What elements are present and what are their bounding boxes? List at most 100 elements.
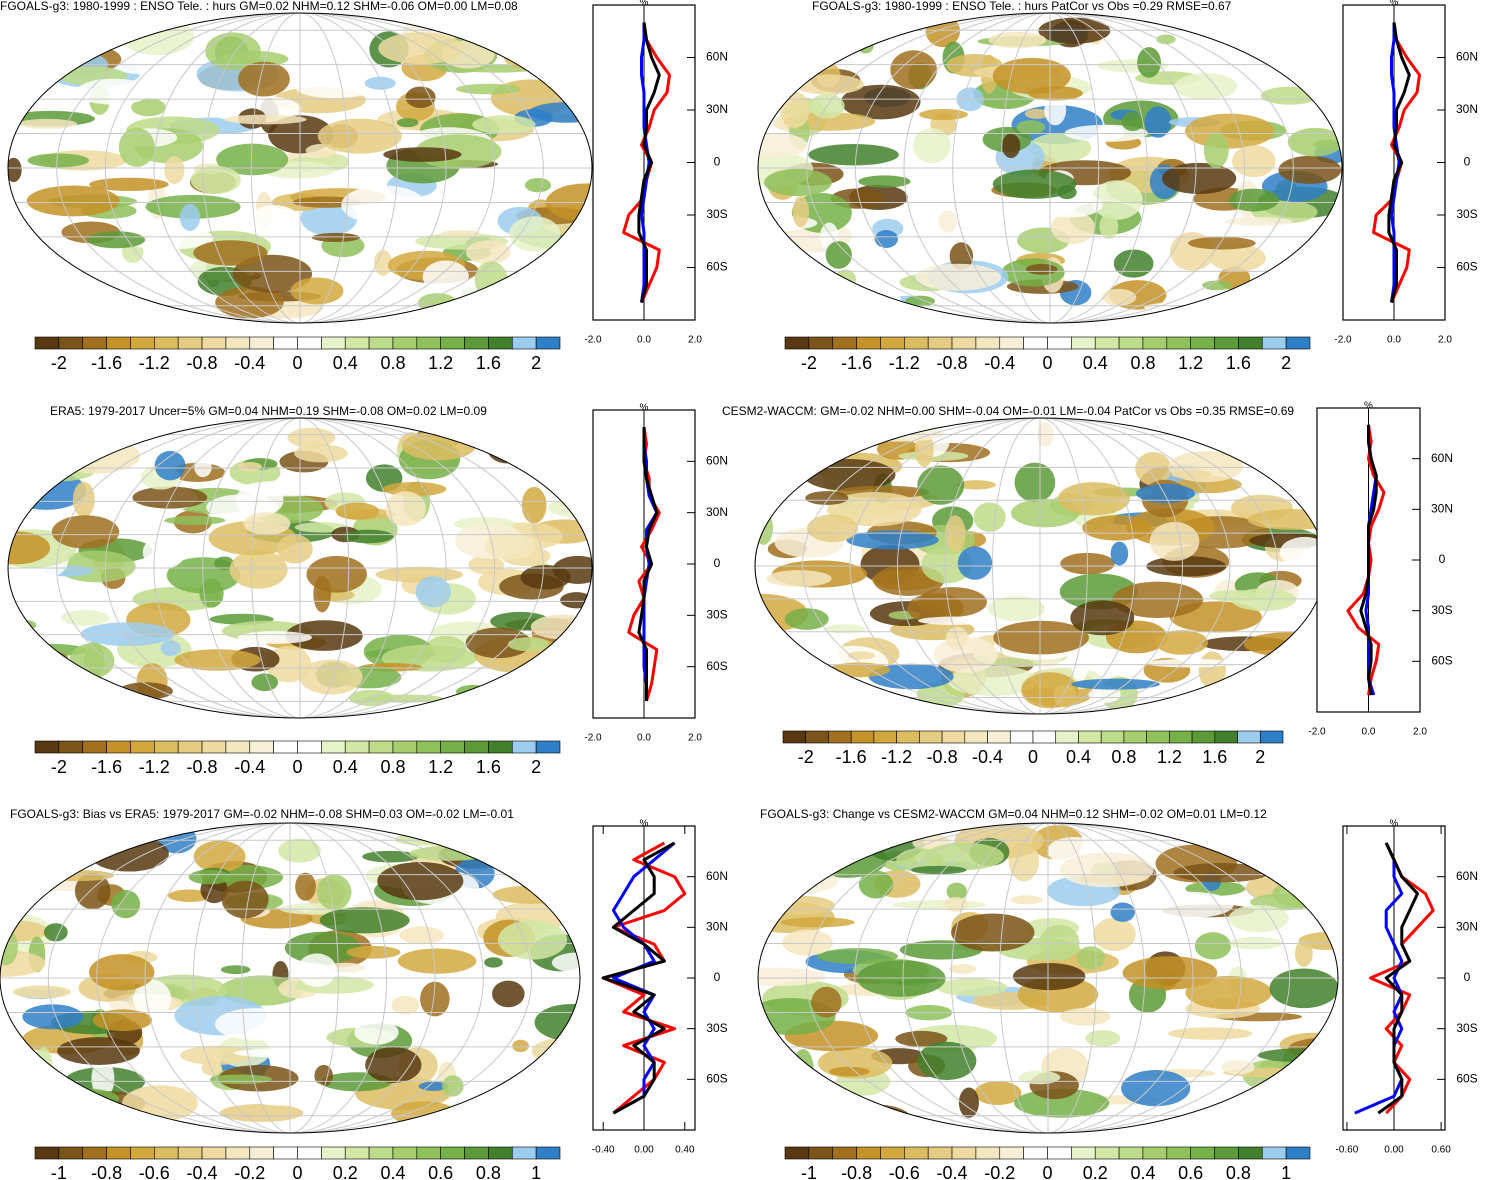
colorbar-box	[1238, 336, 1263, 350]
y-tick-label: 30N	[706, 920, 728, 934]
map	[0, 823, 580, 1133]
map-field	[755, 511, 774, 545]
y-tick-label: 30N	[1431, 502, 1453, 516]
colorbar-box	[832, 1146, 857, 1160]
colorbar-box	[1214, 730, 1238, 744]
map-field	[840, 84, 921, 120]
y-tick-label: 30S	[706, 608, 727, 622]
x-tick-label: -0.40	[592, 1145, 615, 1156]
colorbar-label: -1.2	[139, 757, 170, 777]
map-field	[1008, 1051, 1029, 1072]
map-field	[194, 457, 212, 478]
colorbar-box	[177, 1146, 203, 1160]
meridian	[952, 13, 1148, 323]
map-field	[496, 670, 588, 693]
map-field	[492, 980, 525, 1008]
colorbar-box	[488, 336, 513, 350]
map-field	[964, 1046, 1008, 1082]
map-field	[1155, 630, 1209, 655]
meridian	[902, 823, 1194, 1133]
map-field	[924, 842, 1005, 871]
map-field	[188, 869, 232, 885]
colorbar-label: -1.2	[881, 747, 912, 767]
map-field	[816, 675, 842, 686]
meridian	[805, 823, 1291, 1133]
colorbar-box	[1118, 336, 1144, 350]
map-field	[193, 840, 246, 873]
meridian	[153, 418, 447, 718]
map-field	[811, 986, 842, 1018]
map-field	[758, 826, 775, 853]
map-field	[913, 128, 951, 164]
map-field	[1085, 1030, 1121, 1047]
map-field	[133, 979, 172, 1018]
map-field	[1232, 145, 1276, 178]
colorbar-label: -0.4	[187, 1163, 218, 1180]
map-field	[918, 616, 990, 625]
panel: ERA5: 1979-2017 Uncer=5% GM=0.04 NHM=0.1…	[7, 403, 728, 777]
colorbar-label: 1.2	[1178, 353, 1203, 373]
map-field	[946, 882, 967, 901]
map-field	[1272, 878, 1338, 909]
map-field	[190, 165, 241, 195]
colorbar-label: 0.2	[333, 1163, 358, 1180]
map-field	[760, 673, 786, 707]
map-field	[8, 531, 51, 565]
map-field	[142, 535, 186, 569]
map-field	[1027, 86, 1083, 101]
map-field	[365, 1047, 422, 1084]
map-field	[895, 1030, 948, 1047]
map-field	[1259, 28, 1287, 50]
map-field	[422, 260, 469, 293]
map-field	[489, 433, 544, 461]
x-tick-label: -0.60	[1336, 1145, 1359, 1156]
colorbar-label: -0.8	[937, 353, 968, 373]
panel: CESM2-WACCM: GM=-0.02 NHM=0.00 SHM=-0.04…	[722, 401, 1453, 767]
map-field	[758, 967, 826, 987]
map-field	[512, 1039, 529, 1053]
map-field	[1161, 162, 1237, 195]
map-field	[17, 285, 114, 319]
meridian	[202, 418, 398, 718]
map-field	[391, 995, 420, 1015]
colorbar-box	[535, 1146, 561, 1160]
colorbar-box	[201, 740, 227, 754]
y-tick-label: 60N	[1456, 869, 1478, 883]
zonal-line	[1369, 842, 1435, 1115]
map-field	[758, 1040, 773, 1067]
map-field	[524, 178, 552, 193]
meridian	[250, 418, 350, 718]
colorbar-box	[951, 336, 977, 350]
colorbar-label: -1.6	[91, 353, 122, 373]
map-field	[1137, 47, 1161, 78]
map-field	[87, 231, 146, 249]
map-field	[383, 147, 462, 162]
colorbar-label: 1	[1281, 1163, 1291, 1180]
zonal-line	[637, 427, 659, 701]
map-field	[938, 210, 958, 233]
x-tick-label: -2.0	[1334, 335, 1352, 346]
map-field	[373, 249, 393, 276]
map-field	[405, 86, 436, 109]
x-tick-label: 0.40	[675, 1145, 695, 1156]
colorbar-box	[154, 1146, 179, 1160]
map-field	[76, 78, 151, 105]
map-field	[224, 114, 307, 125]
colorbar-box	[805, 730, 829, 744]
map-field	[562, 668, 581, 684]
map-field	[808, 143, 899, 166]
map-field	[802, 31, 848, 52]
map-field	[793, 74, 865, 95]
map-field	[1113, 249, 1154, 278]
map-field	[874, 230, 898, 248]
colorbar-box	[392, 740, 418, 754]
meridian	[192, 823, 388, 1133]
map-field	[758, 868, 839, 894]
map-field	[377, 861, 464, 901]
map-field	[1071, 678, 1160, 690]
meridian	[950, 823, 1146, 1133]
map-field	[529, 15, 579, 45]
map-field	[1101, 288, 1137, 306]
map-field	[1257, 1048, 1338, 1063]
colorbar-label: -1.6	[836, 747, 867, 767]
